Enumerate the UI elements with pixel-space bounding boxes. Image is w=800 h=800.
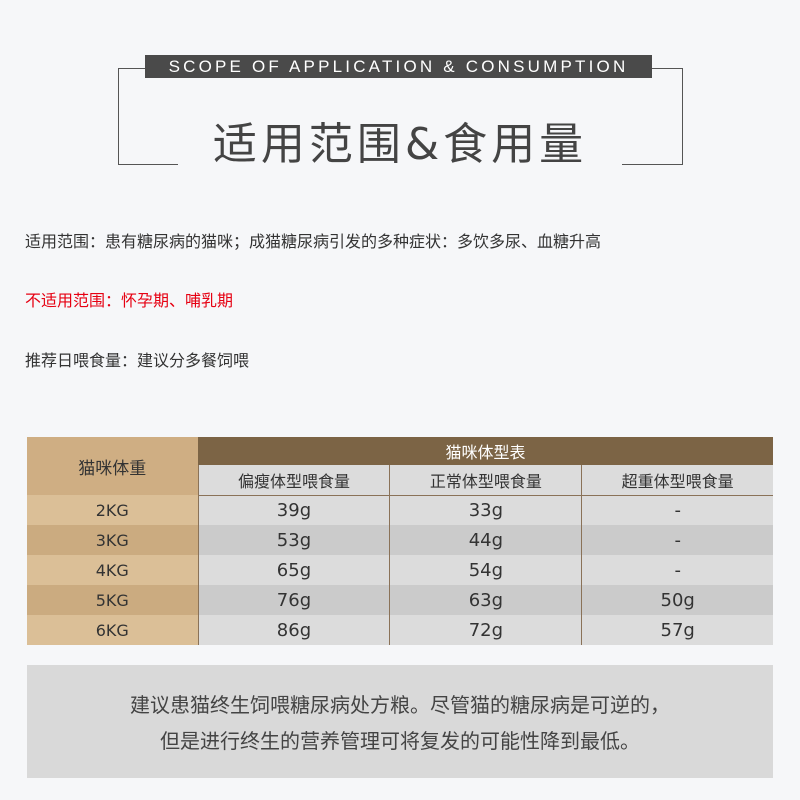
- amount-cell: 86g: [197, 615, 390, 645]
- amount-cell: -: [581, 555, 773, 585]
- page-title: 适用范围&食用量: [212, 119, 588, 170]
- column-header: 超重体型喂食量: [581, 465, 773, 496]
- advice-box: 建议患猫终生饲喂糖尿病处方粮。尽管猫的糖尿病是可逆的， 但是进行终生的营养管理可…: [27, 665, 773, 778]
- amount-cell: 50g: [581, 585, 773, 615]
- amount-cell: 33g: [389, 495, 582, 525]
- table-row: 4KG 65g 54g -: [27, 555, 773, 585]
- amount-cell: 53g: [197, 525, 390, 555]
- frame-right: [682, 68, 683, 165]
- frame-top-left: [118, 68, 145, 69]
- frame-left: [118, 68, 119, 165]
- column-header: 偏瘦体型喂食量: [197, 465, 390, 496]
- weight-cell: 4KG: [27, 555, 198, 585]
- table-row: 5KG 76g 63g 50g: [27, 585, 773, 615]
- amount-cell: 57g: [581, 615, 773, 645]
- suitable-text: 适用范围：患有糖尿病的猫咪；成猫糖尿病引发的多种症状：多饮多尿、血糖升高: [25, 232, 602, 251]
- weight-cell: 2KG: [27, 495, 198, 525]
- amount-cell: 65g: [197, 555, 390, 585]
- amount-cell: 72g: [389, 615, 582, 645]
- column-header: 正常体型喂食量: [389, 465, 582, 496]
- unsuitable-text: 不适用范围：怀孕期、哺乳期: [25, 291, 234, 310]
- table-row: 2KG 39g 33g -: [27, 495, 773, 525]
- weight-cell: 5KG: [27, 585, 198, 615]
- amount-cell: 63g: [389, 585, 582, 615]
- advice-line: 但是进行终生的营养管理可将复发的可能性降到最低。: [160, 729, 640, 753]
- amount-cell: 39g: [197, 495, 390, 525]
- amount-cell: -: [581, 495, 773, 525]
- amount-cell: 54g: [389, 555, 582, 585]
- amount-cell: 44g: [389, 525, 582, 555]
- frame-bottom-right: [622, 164, 683, 165]
- frame-bottom-left: [118, 164, 178, 165]
- body-type-header: 猫咪体型表: [198, 437, 773, 465]
- daily-amount-text: 推荐日喂食量：建议分多餐饲喂: [25, 351, 250, 370]
- feeding-table: 猫咪体重 猫咪体型表 偏瘦体型喂食量 正常体型喂食量 超重体型喂食量 2KG 39…: [27, 437, 773, 645]
- weight-cell: 6KG: [27, 615, 198, 645]
- weight-cell: 3KG: [27, 525, 198, 555]
- frame-top-right: [652, 68, 683, 69]
- table-row: 3KG 53g 44g -: [27, 525, 773, 555]
- table-row: 6KG 86g 72g 57g: [27, 615, 773, 645]
- amount-cell: 76g: [197, 585, 390, 615]
- advice-line: 建议患猫终生饲喂糖尿病处方粮。尽管猫的糖尿病是可逆的，: [130, 693, 670, 717]
- weight-header: 猫咪体重: [27, 437, 198, 495]
- amount-cell: -: [581, 525, 773, 555]
- english-subtitle: SCOPE OF APPLICATION & CONSUMPTION: [145, 55, 652, 78]
